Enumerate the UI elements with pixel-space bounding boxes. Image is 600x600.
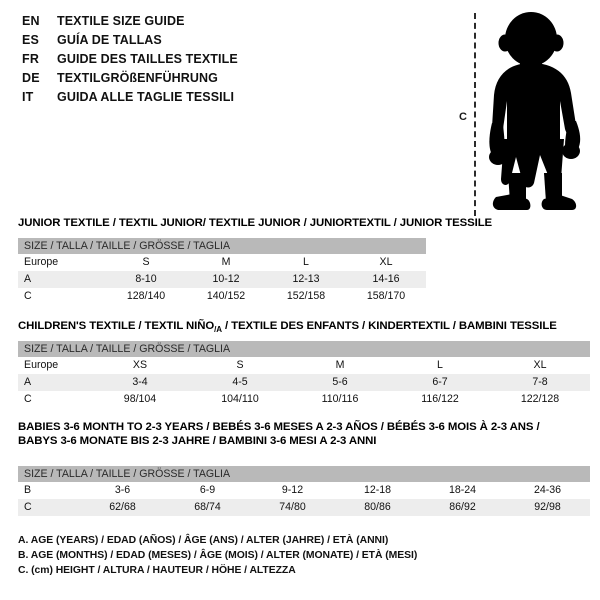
language-code-es: ES [22,33,40,47]
language-title-block: EN TEXTILE SIZE GUIDE ES GUÍA DE TALLAS … [22,14,238,109]
cell: L [266,254,346,271]
legend-block: A. AGE (YEARS) / EDAD (AÑOS) / ÂGE (ANS)… [18,533,417,578]
cell: 104/110 [190,391,290,408]
language-title-de: TEXTILGRÖßENFÜHRUNG [57,71,218,85]
cell: 10-12 [186,271,266,288]
cell: 74/80 [250,499,335,516]
cell: 18-24 [420,482,505,499]
cell: 4-5 [190,374,290,391]
table-row: A 3-4 4-5 5-6 6-7 7-8 [18,374,591,391]
language-code-it: IT [22,90,34,104]
table-junior-band-label: SIZE / TALLA / TAILLE / GRÖSSE / TAGLIA [18,238,427,254]
cell: 12-18 [335,482,420,499]
cell: 128/140 [106,288,186,305]
cell: 7-8 [490,374,591,391]
cell: 6-9 [165,482,250,499]
cell: S [190,357,290,374]
row-label: C [18,391,90,408]
height-figure: C [450,5,598,217]
legend-line-c: C. (cm) HEIGHT / ALTURA / HAUTEUR / HÖHE… [18,565,296,576]
cell: 3-4 [90,374,190,391]
row-label: A [18,271,106,288]
height-dashed-line [474,13,476,216]
height-measure-label: C [459,111,467,123]
table-row: Europe S M L XL [18,254,427,271]
table-junior-band-row: SIZE / TALLA / TAILLE / GRÖSSE / TAGLIA [18,238,427,254]
language-title-en: TEXTILE SIZE GUIDE [57,14,185,28]
cell: 110/116 [290,391,390,408]
cell: XS [90,357,190,374]
legend-line-b: B. AGE (MONTHS) / EDAD (MESES) / ÂGE (MO… [18,550,418,561]
row-label: C [18,288,106,305]
cell: 6-7 [390,374,490,391]
cell: XL [490,357,591,374]
table-children: SIZE / TALLA / TAILLE / GRÖSSE / TAGLIA … [18,341,591,408]
table-babies: SIZE / TALLA / TAILLE / GRÖSSE / TAGLIA … [18,466,590,516]
table-row: C 98/104 104/110 110/116 116/122 122/128 [18,391,591,408]
row-label: Europe [18,357,90,374]
language-row-es: ES GUÍA DE TALLAS [22,33,238,52]
section-heading-children-pre: CHILDREN'S TEXTILE / TEXTIL NIÑO [18,320,215,332]
cell: 3-6 [80,482,165,499]
cell: 140/152 [186,288,266,305]
section-heading-babies-line2: BABYS 3-6 MONATE BIS 2-3 JAHRE / BAMBINI… [18,435,377,447]
table-row: A 8-10 10-12 12-13 14-16 [18,271,427,288]
table-children-band-label: SIZE / TALLA / TAILLE / GRÖSSE / TAGLIA [18,341,591,357]
table-junior: SIZE / TALLA / TAILLE / GRÖSSE / TAGLIA … [18,238,427,305]
row-label: A [18,374,90,391]
language-row-en: EN TEXTILE SIZE GUIDE [22,14,238,33]
cell: M [290,357,390,374]
cell: 12-13 [266,271,346,288]
row-label: C [18,499,80,516]
cell: 24-36 [505,482,590,499]
language-title-fr: GUIDE DES TAILLES TEXTILE [57,52,238,66]
cell: 116/122 [390,391,490,408]
cell: 5-6 [290,374,390,391]
language-row-it: IT GUIDA ALLE TAGLIE TESSILI [22,90,238,109]
section-heading-babies: BABIES 3-6 MONTH TO 2-3 YEARS / BEBÉS 3-… [18,421,540,447]
cell: 8-10 [106,271,186,288]
cell: 152/158 [266,288,346,305]
cell: 98/104 [90,391,190,408]
cell: S [106,254,186,271]
language-code-de: DE [22,71,40,85]
cell: 122/128 [490,391,591,408]
cell: 9-12 [250,482,335,499]
language-code-fr: FR [22,52,40,66]
table-row: Europe XS S M L XL [18,357,591,374]
table-children-band-row: SIZE / TALLA / TAILLE / GRÖSSE / TAGLIA [18,341,591,357]
cell: XL [346,254,427,271]
language-title-it: GUIDA ALLE TAGLIE TESSILI [57,90,235,104]
language-row-de: DE TEXTILGRÖßENFÜHRUNG [22,71,238,90]
cell: 68/74 [165,499,250,516]
cell: 92/98 [505,499,590,516]
cell: L [390,357,490,374]
language-title-es: GUÍA DE TALLAS [57,33,162,47]
section-heading-junior: JUNIOR TEXTILE / TEXTIL JUNIOR/ TEXTILE … [18,217,493,229]
cell: 86/92 [420,499,505,516]
table-row: B 3-6 6-9 9-12 12-18 18-24 24-36 [18,482,590,499]
row-label: B [18,482,80,499]
cell: 158/170 [346,288,427,305]
language-code-en: EN [22,14,40,28]
section-heading-children-post: / TEXTILE DES ENFANTS / KINDERTEXTIL / B… [221,320,557,332]
section-heading-babies-line1: BABIES 3-6 MONTH TO 2-3 YEARS / BEBÉS 3-… [18,421,540,433]
language-row-fr: FR GUIDE DES TAILLES TEXTILE [22,52,238,71]
table-babies-band-row: SIZE / TALLA / TAILLE / GRÖSSE / TAGLIA [18,466,590,482]
section-heading-children: CHILDREN'S TEXTILE / TEXTIL NIÑO/A / TEX… [18,320,557,334]
legend-line-a: A. AGE (YEARS) / EDAD (AÑOS) / ÂGE (ANS)… [18,535,389,546]
table-babies-band-label: SIZE / TALLA / TAILLE / GRÖSSE / TAGLIA [18,466,590,482]
cell: 62/68 [80,499,165,516]
row-label: Europe [18,254,106,271]
table-row: C 128/140 140/152 152/158 158/170 [18,288,427,305]
section-heading-children-sub: /A [214,325,222,334]
cell: 80/86 [335,499,420,516]
cell: 14-16 [346,271,427,288]
cell: M [186,254,266,271]
toddler-silhouette-icon [489,12,581,210]
table-row: C 62/68 68/74 74/80 80/86 86/92 92/98 [18,499,590,516]
